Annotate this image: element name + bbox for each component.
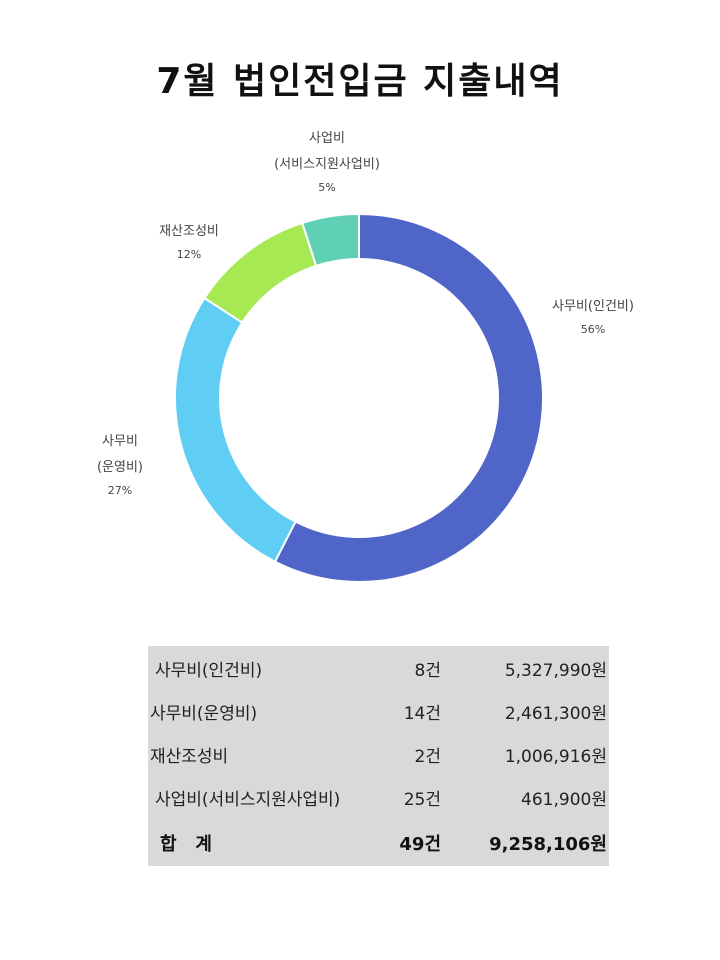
donut-slice bbox=[301, 212, 360, 268]
slice-label: (운영비) bbox=[97, 460, 143, 475]
row-amount: 5,327,990원 bbox=[504, 661, 607, 681]
row-name: 사무비(운영비) bbox=[150, 704, 258, 724]
chart-slices bbox=[174, 212, 544, 583]
slice-percent-label: 12% bbox=[177, 248, 201, 261]
row-amount: 2,461,300원 bbox=[504, 704, 607, 724]
donut-chart: 사무비(인건비) 56% 사무비 (운영비) 27% 재산조성비 12% 사업비 (서비스지원사… bbox=[97, 131, 634, 583]
slice-label: 사업비 bbox=[309, 131, 345, 146]
row-amount: 461,900원 bbox=[521, 790, 607, 810]
row-count: 2건 bbox=[414, 747, 441, 767]
slice-label: 사무비 bbox=[102, 434, 138, 449]
page-title: 7월 법인전입금 지출내역 bbox=[156, 61, 564, 102]
chart-labels: 사무비(인건비) 56% 사무비 (운영비) 27% 재산조성비 12% 사업비 (서비스지원사… bbox=[97, 131, 634, 497]
total-count: 49건 bbox=[399, 834, 441, 855]
table-row: 사무비(인건비) 8건 5,327,990원 bbox=[148, 648, 609, 688]
donut-slice bbox=[174, 296, 297, 564]
slice-label: 사무비(인건비) bbox=[552, 299, 634, 314]
row-name: 사무비(인건비) bbox=[155, 661, 263, 681]
row-count: 14건 bbox=[403, 704, 441, 724]
donut-slice bbox=[203, 221, 318, 324]
donut-slice bbox=[273, 212, 544, 583]
table-row: 사업비(서비스지원사업비) 25건 461,900원 bbox=[148, 777, 609, 817]
slice-label: (서비스지원사업비) bbox=[274, 157, 380, 172]
slice-percent-label: 27% bbox=[108, 484, 132, 497]
row-count: 8건 bbox=[414, 661, 441, 681]
row-name: 재산조성비 bbox=[150, 747, 229, 767]
total-label: 합 계 bbox=[160, 834, 212, 855]
slice-label: 재산조성비 bbox=[159, 224, 219, 239]
summary-table: 사무비(인건비) 8건 5,327,990원 사무비(운영비) 14건 2,46… bbox=[148, 646, 609, 866]
table-row: 사무비(운영비) 14건 2,461,300원 bbox=[148, 691, 609, 731]
slice-percent-label: 56% bbox=[581, 323, 605, 336]
table-row: 재산조성비 2건 1,006,916원 bbox=[148, 734, 609, 774]
total-amount: 9,258,106원 bbox=[489, 834, 607, 855]
row-count: 25건 bbox=[403, 790, 441, 810]
row-amount: 1,006,916원 bbox=[504, 747, 607, 767]
slice-percent-label: 5% bbox=[318, 181, 335, 194]
total-row: 합 계 49건 9,258,106원 bbox=[148, 822, 609, 862]
row-name: 사업비(서비스지원사업비) bbox=[155, 790, 341, 810]
